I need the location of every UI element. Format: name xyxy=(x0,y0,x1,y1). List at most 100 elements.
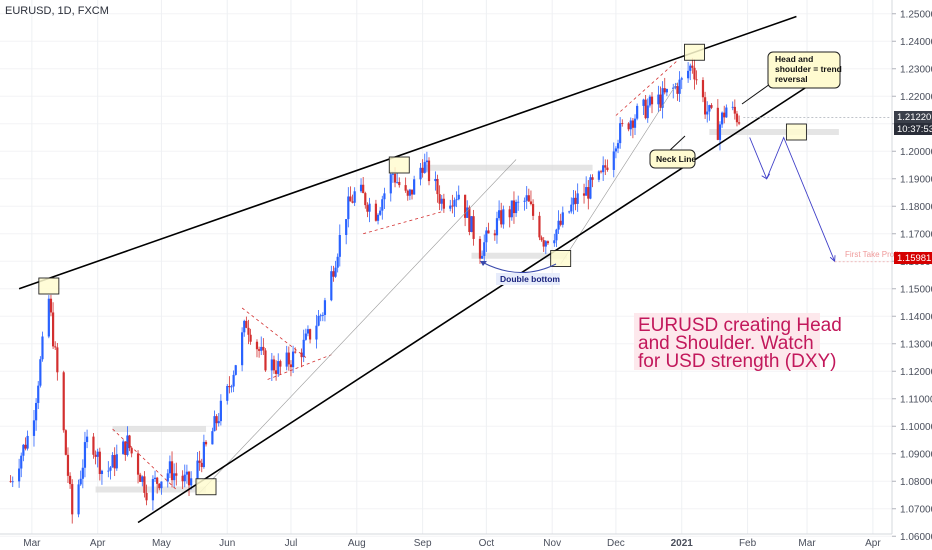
candle-body xyxy=(20,455,23,469)
candle-body xyxy=(260,346,263,351)
candle-body xyxy=(56,347,59,373)
current-price: 1.21220 xyxy=(897,112,931,123)
candle-body xyxy=(619,123,622,144)
candle-body xyxy=(718,124,722,140)
price-tick-label: 1.08000 xyxy=(900,477,932,488)
candle-body xyxy=(77,484,80,515)
candle-body xyxy=(113,455,116,469)
candle-body xyxy=(323,300,327,315)
candle-body xyxy=(398,181,401,186)
head-shoulder-note: Head and shoulder = trend reversal xyxy=(741,51,842,105)
candle-body xyxy=(633,118,637,128)
time-tick-label: Sep xyxy=(414,538,432,549)
candle-body xyxy=(512,200,516,214)
candle-body xyxy=(368,203,371,212)
headline-line-2: and Shoulder. Watch xyxy=(638,333,814,354)
markers xyxy=(38,43,807,496)
candle-body xyxy=(478,238,482,259)
candle-body xyxy=(336,256,339,268)
headline-line-1: EURUSD creating Head xyxy=(638,315,842,336)
candle-body xyxy=(217,421,220,424)
candle-body xyxy=(94,454,97,457)
candle-body xyxy=(500,210,503,225)
candle-body xyxy=(51,312,55,347)
candle-body xyxy=(279,361,282,367)
candle-body xyxy=(514,201,518,214)
headline-callout: EURUSD creating Head and Shoulder. Watch… xyxy=(634,313,842,372)
candle-body xyxy=(704,97,707,115)
candle-body xyxy=(423,162,426,173)
candle-body xyxy=(173,473,176,481)
candle-body xyxy=(546,241,550,244)
candle-body xyxy=(136,453,140,475)
headline-line-3: for USD strength (DXY) xyxy=(638,351,837,372)
candle-body xyxy=(39,359,42,386)
candle-body xyxy=(213,416,216,432)
candle-body xyxy=(351,201,354,203)
candle-body xyxy=(389,174,392,194)
countdown: 10:37:53 xyxy=(897,124,932,135)
price-tick-label: 1.14000 xyxy=(900,312,932,323)
candle-body xyxy=(449,205,452,209)
time-tick-label: Nov xyxy=(543,538,561,549)
neck-line-note: Neck Line xyxy=(649,135,696,169)
double-bottom-note: Double bottom xyxy=(480,261,560,285)
candle-body xyxy=(693,67,696,80)
candle-body xyxy=(196,460,199,479)
candle-body xyxy=(555,229,558,241)
candle-body xyxy=(425,160,428,163)
candle-body xyxy=(557,220,560,230)
candle-body xyxy=(202,441,205,468)
candle-body xyxy=(353,191,356,203)
candle-body xyxy=(215,416,218,424)
candle-body xyxy=(190,478,193,486)
candle-body xyxy=(366,205,369,212)
candle-body xyxy=(723,112,726,118)
candle-body xyxy=(200,462,203,468)
trendlines[interactable] xyxy=(18,15,827,524)
price-tick-label: 1.18000 xyxy=(900,202,932,213)
candle-body xyxy=(434,178,437,182)
candle-body xyxy=(64,430,67,455)
candle-body xyxy=(483,242,486,256)
candle-body xyxy=(676,86,679,94)
candle-body xyxy=(591,177,594,180)
time-tick-label: Dec xyxy=(607,538,625,549)
projection-arrowhead xyxy=(829,255,836,263)
candle-body xyxy=(716,107,719,140)
price-axis[interactable]: 1.250001.240001.230001.220001.210001.200… xyxy=(891,0,932,543)
candle-body xyxy=(170,461,174,481)
candle-body xyxy=(111,455,114,468)
candle-body xyxy=(332,271,335,277)
candle-body xyxy=(160,481,163,489)
candle-body xyxy=(338,234,341,257)
candle-body xyxy=(243,320,246,333)
time-tick-label: 2021 xyxy=(671,538,694,549)
pattern-dashed-line xyxy=(241,307,307,358)
candle-body xyxy=(153,477,157,479)
candle-body xyxy=(466,207,469,218)
first-take-profit-label: First Take Profit xyxy=(845,250,901,259)
candle-body xyxy=(187,471,191,486)
candle-body xyxy=(468,207,471,232)
candle-body xyxy=(37,385,40,403)
time-axis[interactable]: Mar Apr May Jun Jul Aug Sep Oct Nov Dec 2021 Feb Mar… xyxy=(0,533,892,549)
candle-body xyxy=(391,174,395,175)
candle-body xyxy=(156,477,159,484)
candle-body xyxy=(66,454,70,476)
candle-body xyxy=(35,402,38,421)
candle-body xyxy=(345,219,348,235)
target-price: 1.15981 xyxy=(897,253,931,264)
candle-body xyxy=(287,352,290,365)
candle-body xyxy=(599,171,603,173)
candle-body xyxy=(674,86,677,88)
candle-body xyxy=(659,94,662,108)
upper-trendline xyxy=(18,15,797,290)
candle-body xyxy=(410,189,414,195)
pattern-dashed-line xyxy=(112,428,177,490)
candle-body xyxy=(561,212,564,225)
candle-body xyxy=(247,327,250,335)
candle-body xyxy=(130,448,133,454)
candle-body xyxy=(568,211,571,213)
